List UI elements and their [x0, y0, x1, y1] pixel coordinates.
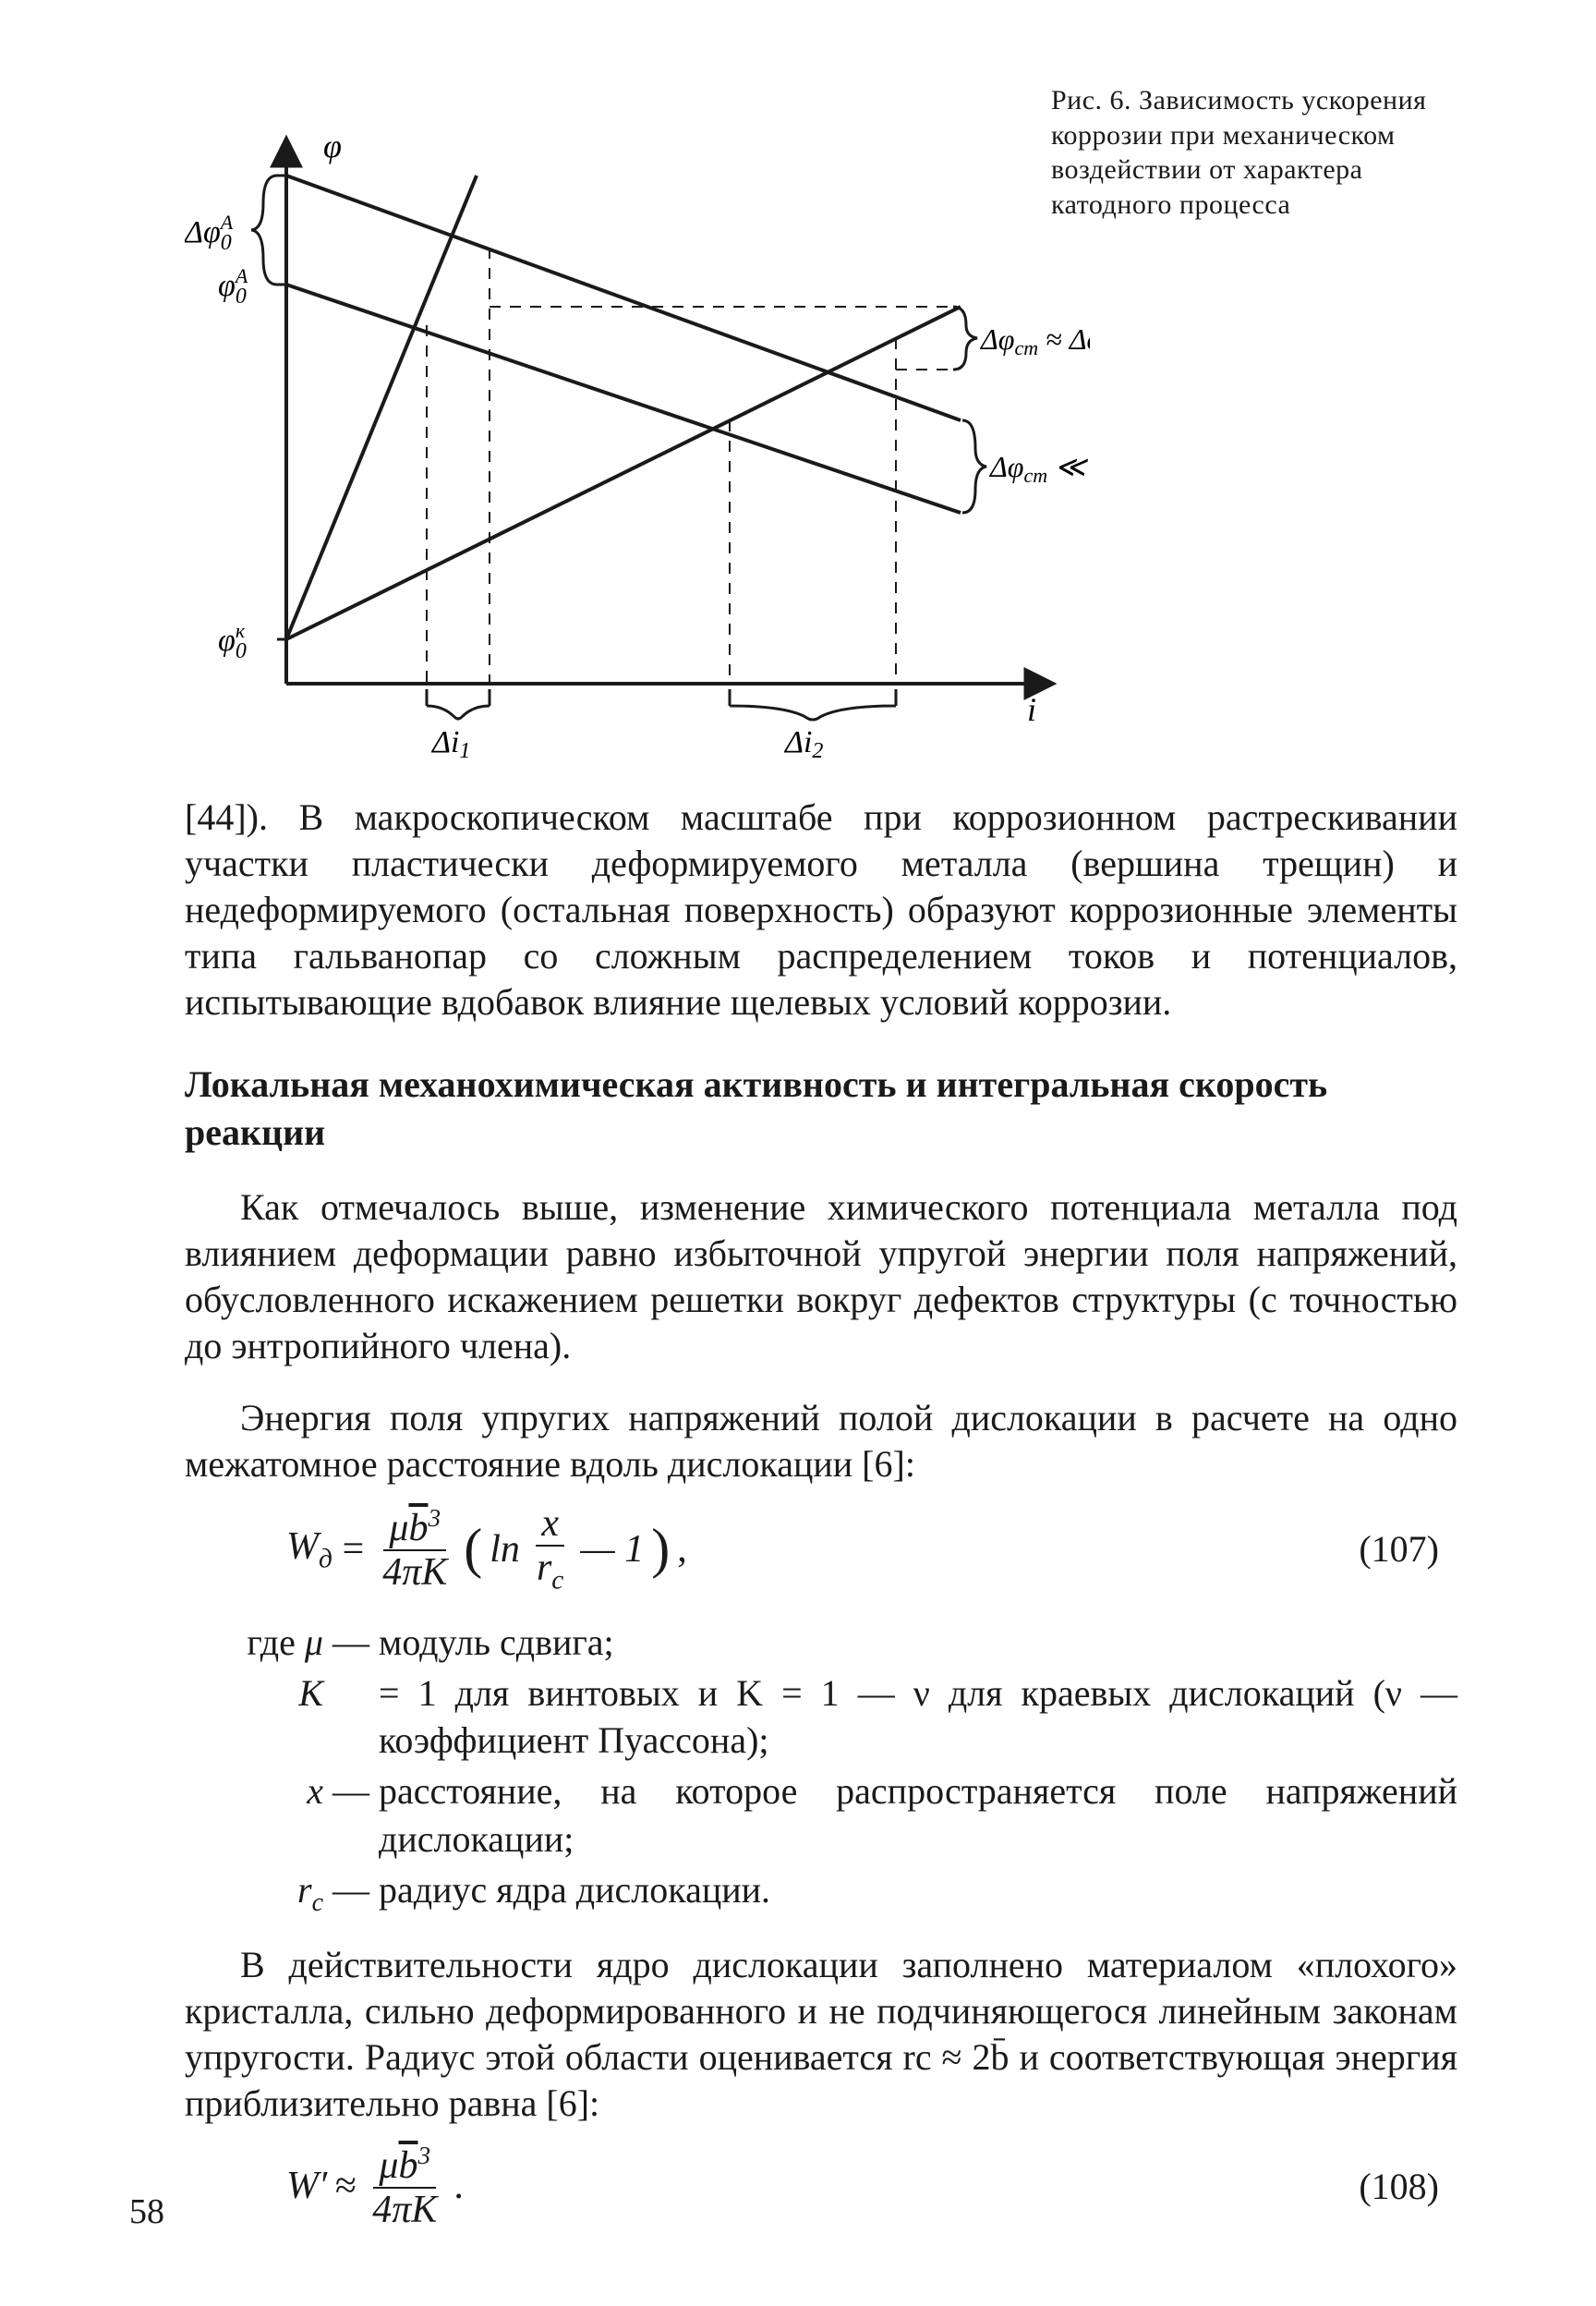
eq107-comma: ,	[677, 1527, 687, 1572]
paragraph-44: [44]). В макроскопическом масштабе при к…	[185, 795, 1457, 1026]
equation-107: Wд = μb3 4πK ( ln x rc — 1 ) , (107)	[185, 1504, 1457, 1595]
where-x: x — расстояние, на которое распространяе…	[185, 1767, 1457, 1862]
label-di1: Δi1	[430, 725, 470, 763]
brace-di1	[427, 689, 490, 719]
where-k: K = 1 для винтовых и K = 1 — ν для краев…	[185, 1669, 1457, 1764]
brace-left-dphi0a	[251, 176, 277, 285]
eq107-frac-inner: x rc	[531, 1504, 569, 1595]
rparen: )	[651, 1517, 670, 1581]
eq107-frac-main: μb3 4πK	[377, 1506, 453, 1592]
label-phi0a: φ0A	[218, 264, 248, 309]
eq108-lhs: W′	[286, 2164, 327, 2208]
where-rc: rc — радиус ядра дислокации.	[185, 1866, 1457, 1920]
paragraph-4: В действительности ядро дислокации запол…	[185, 1942, 1457, 2127]
eq107-ln: ln	[490, 1527, 520, 1572]
where-x-sym: x	[185, 1767, 323, 1862]
equation-108-number: (108)	[1359, 2165, 1457, 2208]
eq108-num: μb3	[373, 2143, 436, 2189]
eq107-den: 4πK	[377, 1551, 453, 1592]
page: φ i φ0к φ0A Δφ0A Δφст ≈ Δφ0A Δφст ≪ Δφ0A…	[0, 0, 1596, 2306]
brace-di2	[730, 689, 896, 720]
lparen: (	[464, 1517, 482, 1581]
equation-108-body: W′ ≈ μb3 4πK .	[185, 2143, 464, 2229]
figure-6-caption: Рис. 6. Зависимость ускорения коррозии п…	[1051, 83, 1439, 222]
figure-6-svg: φ i φ0к φ0A Δφ0A Δφст ≈ Δφ0A Δφст ≪ Δφ0A…	[185, 83, 1090, 776]
eq108-period: .	[453, 2164, 464, 2208]
eq107-minus-one: — 1	[580, 1527, 644, 1572]
equation-107-number: (107)	[1359, 1527, 1457, 1571]
where-k-sym: K	[185, 1669, 323, 1764]
eq108-frac: μb3 4πK	[367, 2143, 442, 2229]
eq108-den: 4πK	[367, 2189, 442, 2229]
anode-line-1	[286, 285, 961, 513]
figure-6: φ i φ0к φ0A Δφ0A Δφст ≈ Δφ0A Δφст ≪ Δφ0A…	[185, 83, 1457, 776]
eq108-approx: ≈	[334, 2164, 356, 2208]
where-mu: где μ — модуль сдвига;	[185, 1619, 1457, 1666]
where-intro: где μ	[185, 1619, 323, 1666]
label-brace-upper: Δφст ≈ Δφ0A	[979, 322, 1090, 361]
page-number: 58	[129, 2191, 164, 2232]
where-k-def: = 1 для винтовых и K = 1 — ν для краевых…	[379, 1669, 1457, 1764]
label-dphi0a: Δφ0A	[185, 211, 234, 255]
equation-108: W′ ≈ μb3 4πK . (108)	[185, 2143, 1457, 2229]
eq107-inner-den: rc	[531, 1547, 569, 1595]
label-brace-lower: Δφст ≪ Δφ0A	[988, 450, 1090, 489]
eq107-inner-num: x	[536, 1504, 564, 1547]
brace-right-lower	[962, 420, 986, 513]
x-axis-label: i	[1027, 691, 1036, 728]
y-axis-label: φ	[323, 127, 342, 164]
where-rc-def: радиус ядра дислокации.	[379, 1866, 1457, 1920]
where-rc-sym: rc	[185, 1866, 323, 1920]
cathode-line-shallow	[286, 307, 961, 639]
where-list: где μ — модуль сдвига; K = 1 для винтовы…	[185, 1619, 1457, 1920]
eq107-num: μb3	[383, 1506, 446, 1551]
anode-line-2	[286, 176, 961, 420]
paragraph-3: Энергия поля упругих напряжений полой ди…	[185, 1395, 1457, 1487]
label-phi0k: φ0к	[218, 619, 247, 663]
equals: =	[340, 1527, 366, 1572]
where-x-def: расстояние, на которое распространяется …	[379, 1767, 1457, 1862]
eq107-lhs: Wд	[286, 1524, 332, 1574]
paragraph-2: Как отмечалось выше, изменение химическо…	[185, 1184, 1457, 1369]
equation-107-body: Wд = μb3 4πK ( ln x rc — 1 ) ,	[185, 1504, 687, 1595]
where-mu-def: модуль сдвига;	[379, 1619, 1457, 1666]
cathode-line-steep	[286, 176, 477, 639]
label-di2: Δi2	[783, 725, 823, 763]
brace-right-upper	[953, 307, 977, 370]
section-heading: Локальная механохимическая активность и …	[185, 1061, 1457, 1157]
